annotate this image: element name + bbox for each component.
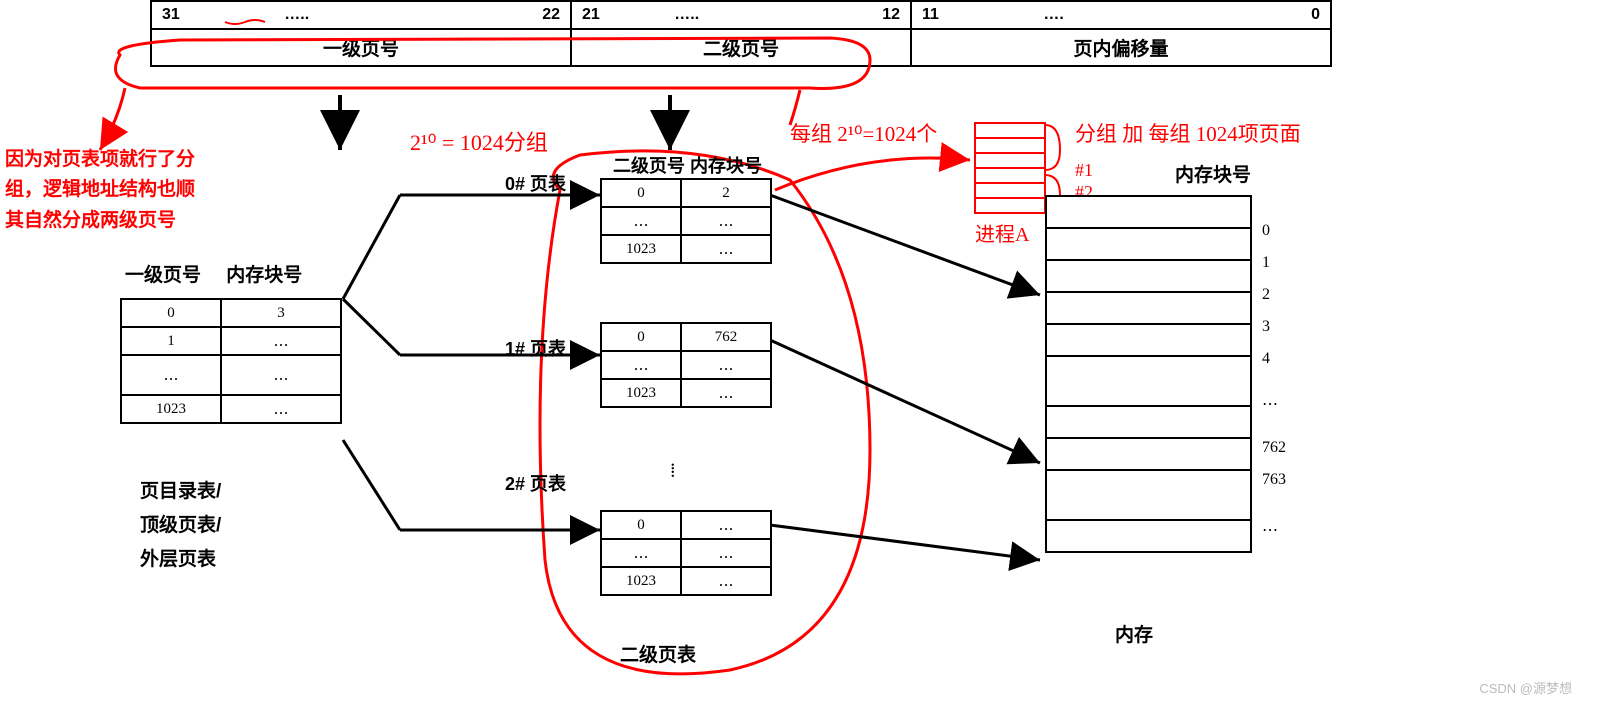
red-right2-note: 分组 加 每组 1024项页面 (1075, 118, 1301, 148)
mem-r7 (1046, 438, 1251, 470)
mem-r5 (1046, 356, 1251, 406)
l2-col-header: 二级页号 内存块号 (613, 152, 762, 178)
t2r2c0: 1023 (601, 567, 681, 595)
l1-r3c1: ․․․ (221, 395, 341, 423)
l2-t0-label: 0# 页表 (505, 170, 566, 196)
t1r1c0: ․․․ (601, 351, 681, 379)
t2r0c1: ․․․ (681, 511, 771, 539)
mem-r6 (1046, 406, 1251, 438)
t2r2c1: ․․․ (681, 567, 771, 595)
mem-labels: 0 1 2 3 4 ․․․ 762 763 ․․․ (1262, 215, 1286, 543)
t0r2c1: ․․․ (681, 235, 771, 263)
red-left-line2: 组，逻辑地址结构也顺 (5, 175, 195, 205)
mem-r9 (1046, 520, 1251, 552)
l1-r0c1: 3 (221, 299, 341, 327)
t1r2c1: ․․․ (681, 379, 771, 407)
t1r0c0: 0 (601, 323, 681, 351)
t1r1c1: ․․․ (681, 351, 771, 379)
mem-r2 (1046, 260, 1251, 292)
mem-l8: ․․․ (1262, 511, 1286, 543)
t1r2c0: 1023 (601, 379, 681, 407)
level1-table: 03 1․․․ ․․․․․․ 1023․․․ (120, 298, 342, 424)
t0r2c0: 1023 (601, 235, 681, 263)
mem-l3: 3 (1262, 311, 1286, 343)
l2-caption: 二级页表 (620, 640, 696, 667)
t0r0c1: 2 (681, 179, 771, 207)
t0r0c0: 0 (601, 179, 681, 207)
red-mid-note: 2¹⁰ = 1024分组 (410, 125, 548, 157)
l1-header: 一级页号 内存块号 (125, 260, 302, 287)
mem-l4: 4 (1262, 343, 1286, 375)
red-right-note: 每组 2¹⁰=1024个 (790, 118, 937, 148)
mem-l6: 762 (1262, 432, 1286, 464)
mem-title: 内存块号 (1175, 160, 1251, 187)
t2r0c0: 0 (601, 511, 681, 539)
level2-table-0: 02 ․․․․․․ 1023․․․ (600, 178, 772, 264)
l1-r3c0: 1023 (121, 395, 221, 423)
red-left-line3: 其自然分成两级页号 (5, 206, 195, 236)
l1-title-left: 一级页号 (125, 265, 201, 286)
mem-caption: 内存 (1115, 620, 1153, 647)
l1-cap3: 外层页表 (140, 543, 221, 577)
l1-r1c1: ․․․ (221, 327, 341, 355)
level2-table-2: 0․․․ ․․․․․․ 1023․․․ (600, 510, 772, 596)
l1-r1c0: 1 (121, 327, 221, 355)
mem-r0 (1046, 196, 1251, 228)
red-left-note: 因为对页表项就行了分 组，逻辑地址结构也顺 其自然分成两级页号 (5, 145, 195, 236)
l1-r2c1: ․․․ (221, 355, 341, 395)
mem-r4 (1046, 324, 1251, 356)
mem-l0: 0 (1262, 215, 1286, 247)
l1-cap1: 页目录表/ (140, 475, 221, 509)
memory-table (1045, 195, 1252, 553)
mem-l2: 2 (1262, 279, 1286, 311)
mem-l1: 1 (1262, 247, 1286, 279)
watermark-text: CSDN @源梦想 (1479, 678, 1572, 697)
t1r0c1: 762 (681, 323, 771, 351)
l1-r2c0: ․․․ (121, 355, 221, 395)
level2-table-1: 0762 ․․․․․․ 1023․․․ (600, 322, 772, 408)
l1-cap2: 顶级页表/ (140, 509, 221, 543)
t0r1c0: ․․․ (601, 207, 681, 235)
t2r1c0: ․․․ (601, 539, 681, 567)
red-process-label: 进程A (975, 218, 1029, 247)
l1-caption: 页目录表/ 顶级页表/ 外层页表 (140, 475, 221, 578)
l2-hl: 二级页号 (613, 156, 685, 176)
l2-t1-label: 1# 页表 (505, 335, 566, 361)
l2-t2-label: 2# 页表 (505, 470, 566, 496)
t2r1c1: ․․․ (681, 539, 771, 567)
t0r1c1: ․․․ (681, 207, 771, 235)
l1-title-right: 内存块号 (226, 265, 302, 286)
red-hash1: #1 (1075, 160, 1093, 181)
mem-r1 (1046, 228, 1251, 260)
mem-l5: ․․․ (1262, 385, 1286, 417)
mem-l7: 763 (1262, 464, 1286, 496)
mem-r3 (1046, 292, 1251, 324)
mem-r8 (1046, 470, 1251, 520)
l2-t2-dots: ⁞ (670, 460, 676, 483)
red-left-line1: 因为对页表项就行了分 (5, 145, 195, 175)
l1-r0c0: 0 (121, 299, 221, 327)
l2-hr: 内存块号 (690, 156, 762, 176)
